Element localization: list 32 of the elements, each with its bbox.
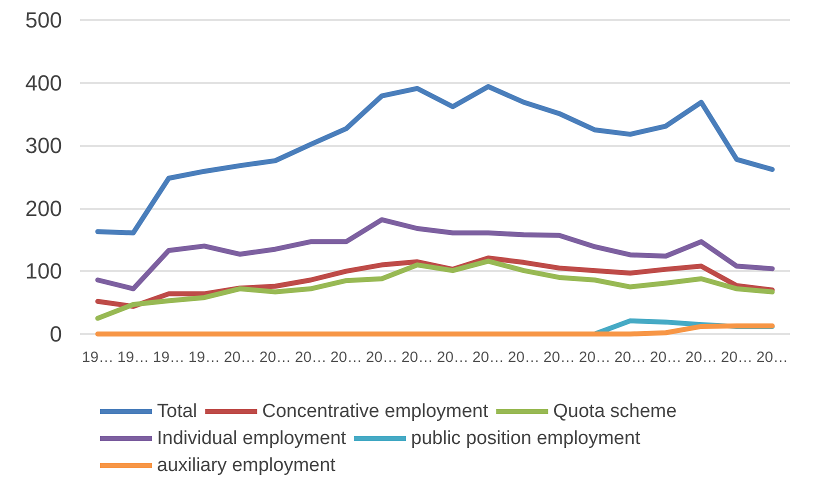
x-tick-label: 20… (508, 349, 540, 366)
legend-label: Quota scheme (553, 401, 677, 422)
x-tick-label: 20… (259, 349, 292, 366)
x-tick-label: 19… (117, 349, 150, 366)
legend-label: Concentrative employment (262, 401, 489, 422)
x-tick-label: 20… (685, 349, 718, 366)
x-tick-label: 19… (188, 349, 220, 366)
legend-label: Individual employment (157, 428, 347, 449)
x-tick-label: 20… (543, 349, 576, 366)
y-tick-label: 300 (25, 133, 62, 158)
x-tick-label: 20… (578, 349, 611, 366)
legend-label: public position employment (411, 428, 641, 449)
x-tick-label: 20… (366, 349, 398, 366)
x-tick-label: 20… (614, 349, 646, 366)
x-tick-label: 20… (401, 349, 434, 366)
legend-label: Total (157, 401, 198, 422)
legend-label: auxiliary employment (157, 455, 336, 476)
x-tick-label: 20… (720, 349, 753, 366)
x-tick-label: 20… (756, 349, 788, 366)
y-tick-label: 500 (25, 8, 62, 32)
x-tick-label: 20… (472, 349, 504, 366)
x-tick-label: 20… (436, 349, 469, 366)
x-tick-label: 20… (650, 349, 682, 366)
x-tick-label: 19… (82, 349, 114, 366)
y-tick-label: 100 (25, 258, 62, 284)
x-tick-label: 20… (224, 349, 256, 366)
x-tick-label: 19… (152, 349, 185, 366)
x-tick-label: 20… (294, 349, 327, 366)
y-tick-label: 0 (50, 322, 62, 346)
x-tick-label: 20… (330, 349, 362, 366)
y-tick-label: 400 (25, 70, 62, 96)
y-tick-label: 200 (25, 196, 62, 221)
